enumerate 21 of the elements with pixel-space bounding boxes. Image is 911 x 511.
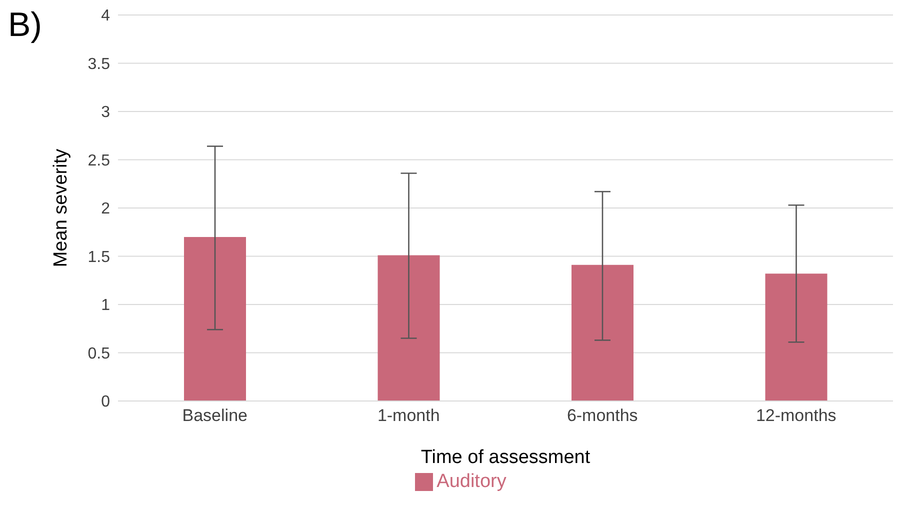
y-tick-label: 3.5 (88, 56, 110, 73)
x-tick-label: Baseline (182, 406, 248, 426)
bar (378, 255, 440, 401)
y-tick-label: 0.5 (88, 345, 110, 362)
bar (572, 264, 634, 401)
y-axis-title: Mean severity (50, 148, 72, 268)
x-axis-title: Time of assessment (420, 447, 591, 468)
x-tick-label: 1-month (377, 406, 440, 426)
y-tick-label: 0 (101, 394, 110, 411)
y-tick-label: 2 (101, 200, 110, 218)
y-tick-label: 3 (101, 104, 110, 122)
y-tick-label: 1.5 (88, 248, 110, 266)
y-tick-label: 2.5 (88, 152, 110, 170)
bar (184, 236, 246, 401)
x-tick-label: 6-months (566, 406, 638, 426)
y-tick-label: 4 (101, 8, 110, 25)
x-tick-label: 12-months (756, 406, 836, 426)
bar (765, 274, 828, 401)
text: B) (8, 6, 42, 45)
legend-label: Auditory (436, 471, 506, 492)
y-tick-label: 1 (101, 297, 110, 314)
